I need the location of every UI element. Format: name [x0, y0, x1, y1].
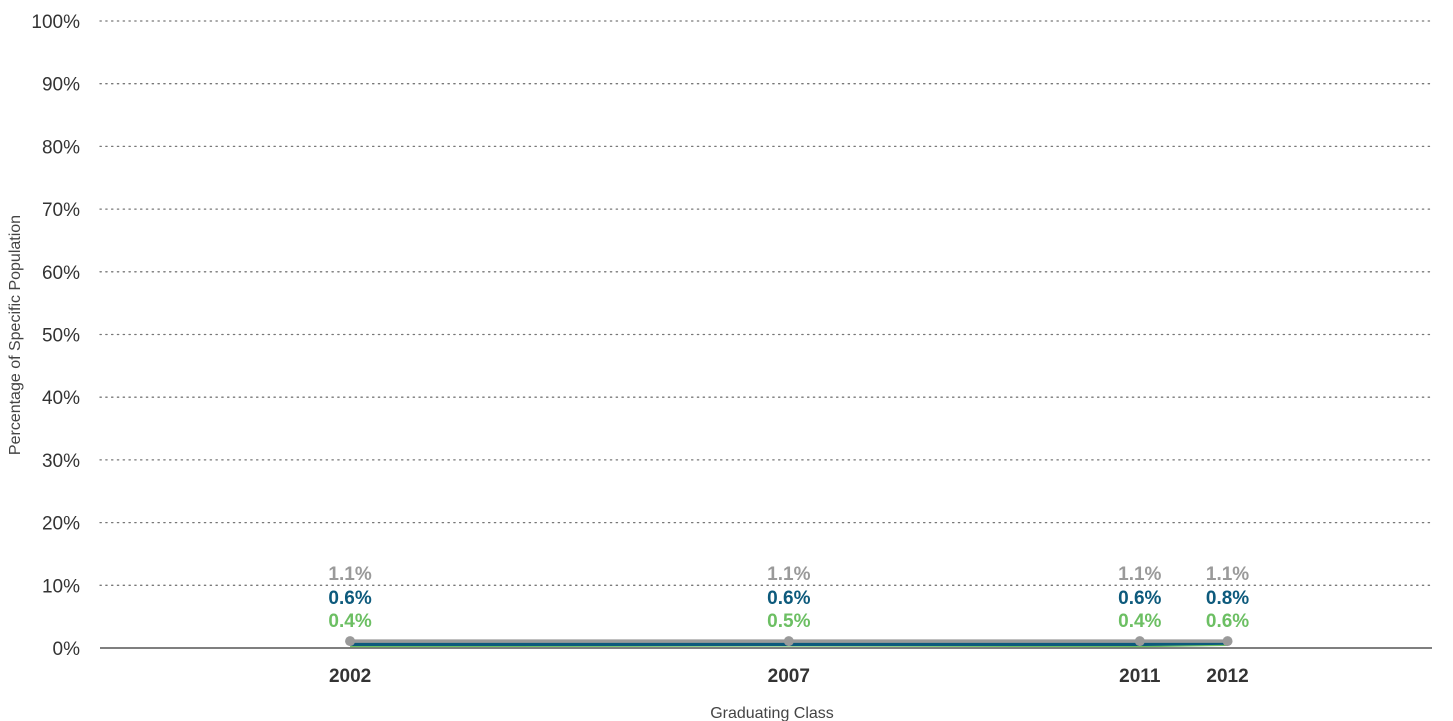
data-label: 1.1% [1118, 564, 1161, 585]
data-label: 1.1% [767, 564, 810, 585]
data-label: 0.6% [328, 588, 371, 609]
data-label: 0.6% [1118, 588, 1161, 609]
y-tick-label: 100% [31, 12, 80, 33]
data-labels: 1.1% 1.1% 1.1% 1.1%0.6% 0.6% 0.6% 0.8%0.4% 0.5%… [328, 564, 1249, 632]
series-lines [345, 636, 1233, 648]
y-tick-label: 80% [42, 137, 80, 158]
x-tick-label: 2012 [1206, 666, 1248, 687]
data-label: 1.1% [1206, 564, 1249, 585]
data-label: 1.1% [328, 564, 371, 585]
y-tick-label: 50% [42, 326, 80, 347]
data-label: 0.6% [1206, 611, 1249, 632]
gridlines [99, 20, 1433, 586]
data-point [1134, 636, 1145, 647]
y-tick-label: 60% [42, 263, 80, 284]
y-tick-label: 40% [42, 388, 80, 409]
data-label: 0.6% [767, 588, 810, 609]
data-point [1222, 636, 1233, 647]
y-axis-title: Percentage of Specific Population [7, 215, 24, 455]
data-label: 0.4% [1118, 611, 1161, 632]
data-point [345, 636, 356, 647]
y-tick-label: 10% [42, 576, 80, 597]
x-tick-label: 2002 [329, 666, 371, 687]
data-label: 0.5% [767, 611, 810, 632]
data-point [783, 636, 794, 647]
x-axis-ticks: 2002 2007 2011 2012 [329, 666, 1249, 687]
y-tick-label: 20% [42, 514, 80, 535]
x-tick-label: 2011 [1119, 666, 1161, 687]
series-line [350, 641, 1228, 646]
y-axis-ticks: 0% 10% 20% 30% 40% 50% 60% 70% 80% 90% 100% [31, 12, 80, 660]
data-label: 0.8% [1206, 588, 1249, 609]
y-tick-label: 90% [42, 75, 80, 96]
x-tick-label: 2007 [768, 666, 810, 687]
data-label: 0.4% [328, 611, 371, 632]
y-tick-label: 70% [42, 200, 80, 221]
x-axis-title: Graduating Class [710, 705, 834, 721]
y-tick-label: 30% [42, 451, 80, 472]
y-tick-label: 0% [53, 639, 81, 660]
